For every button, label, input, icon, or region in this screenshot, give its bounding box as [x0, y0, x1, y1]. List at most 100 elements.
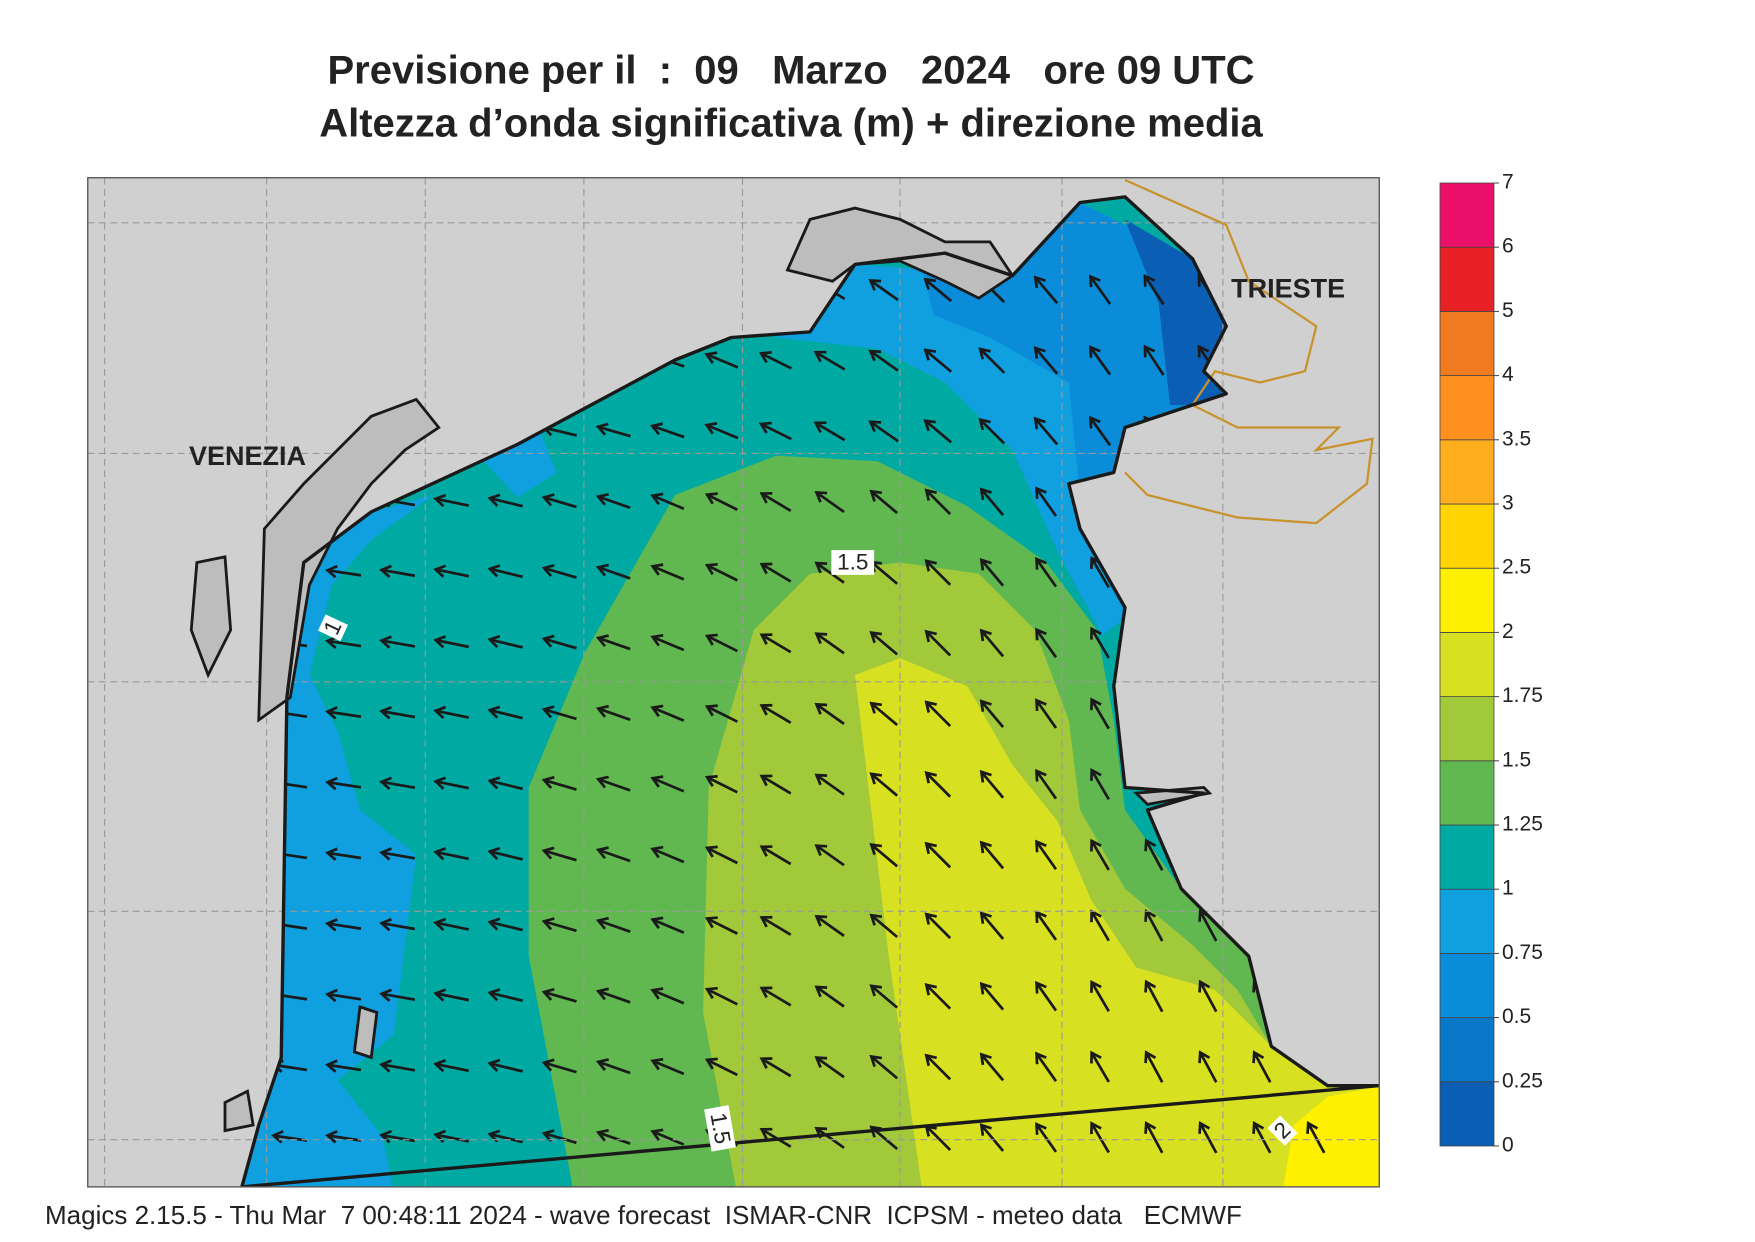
arrow — [924, 841, 952, 869]
place-label: VENEZIA — [189, 441, 306, 471]
arrow — [379, 847, 416, 861]
colorbar-segment — [1439, 760, 1495, 826]
arrow — [1306, 1120, 1326, 1154]
colorbar-label: 0.5 — [1502, 1005, 1531, 1028]
arrow — [1035, 627, 1058, 659]
arrow — [433, 917, 470, 932]
colorbar: 0 0.25 0.5 0.75 1 1.25 1.5 1.75 2 2.5 3 3.5 4 5 6 7 — [1439, 171, 1543, 1157]
arrow — [650, 492, 685, 510]
arrow — [869, 630, 899, 656]
arrow — [924, 771, 952, 798]
colorbar-segment — [1439, 824, 1495, 890]
arrow — [814, 914, 845, 937]
colorbar-segment — [1439, 503, 1495, 569]
arrow — [487, 988, 523, 1003]
arrow — [814, 561, 845, 584]
arrow — [1035, 768, 1058, 800]
arrow — [704, 633, 738, 653]
arrow — [595, 634, 631, 651]
colorbar-label: 1.25 — [1502, 813, 1543, 836]
arrow — [650, 916, 685, 934]
arrow — [1088, 274, 1112, 305]
border — [1124, 178, 1374, 525]
arrow — [868, 349, 899, 372]
arrow — [704, 421, 739, 440]
arrow — [433, 847, 470, 861]
arrow — [595, 704, 631, 721]
arrow — [487, 776, 523, 791]
arrow — [1035, 556, 1058, 588]
arrow — [650, 845, 685, 864]
arrow — [379, 776, 416, 790]
arrow — [814, 985, 845, 1008]
colorbar-label: 5 — [1502, 299, 1514, 322]
arrow — [1035, 980, 1058, 1012]
arrow — [541, 705, 577, 721]
arrow — [379, 917, 416, 932]
arrow — [813, 350, 846, 371]
arrow — [704, 492, 738, 511]
arrow — [649, 422, 685, 439]
colorbar-segment — [1439, 567, 1495, 633]
colorbar-label: 2 — [1502, 620, 1514, 643]
arrow — [1035, 1122, 1058, 1153]
arrow — [923, 419, 953, 444]
arrow — [759, 1057, 792, 1078]
arrow — [1144, 979, 1164, 1013]
arrow — [923, 277, 953, 303]
map: VENEZIA TRIESTE 1 1.5 1.5 2 — [87, 177, 1380, 1188]
arrow — [433, 493, 470, 508]
arrow — [1088, 345, 1112, 376]
arrow — [759, 491, 792, 512]
arrow — [979, 1052, 1005, 1082]
arrow — [814, 632, 845, 655]
colorbar-segment — [1439, 696, 1495, 762]
arrow — [924, 629, 952, 657]
coastline — [240, 195, 1380, 1187]
arrow — [1088, 415, 1112, 447]
arrow — [487, 1058, 523, 1073]
arrow — [759, 915, 792, 936]
arrow — [924, 559, 952, 586]
arrow — [978, 347, 1006, 374]
arrow — [541, 775, 577, 791]
arrow — [704, 986, 738, 1006]
arrow — [704, 845, 738, 865]
arrow — [595, 563, 631, 580]
arrow — [869, 913, 899, 939]
arrow — [595, 775, 631, 792]
graticule — [87, 177, 1380, 1187]
colorbar-label: 1 — [1502, 877, 1514, 900]
arrow — [650, 704, 685, 722]
arrow — [650, 633, 685, 652]
colorbar-label: 7 — [1502, 171, 1514, 194]
arrow — [1090, 1121, 1110, 1154]
arrow — [541, 493, 577, 509]
arrow — [1143, 344, 1165, 376]
arrow — [1090, 1050, 1110, 1083]
arrow — [379, 706, 416, 720]
colorbar-label: 0.25 — [1502, 1069, 1543, 1092]
arrow — [868, 279, 899, 302]
arrow — [979, 1123, 1005, 1152]
arrow — [487, 917, 523, 932]
arrow — [433, 635, 470, 649]
arrow — [759, 774, 792, 795]
arrow — [979, 699, 1005, 728]
subtitle: Altezza d’onda significativa (m) + direz… — [319, 102, 1263, 146]
colorbar-segment — [1439, 182, 1495, 248]
arrow — [704, 351, 739, 369]
arrow — [869, 842, 899, 868]
arrow — [595, 987, 631, 1004]
arrow — [979, 628, 1005, 658]
arrow — [979, 981, 1005, 1011]
colorbar-segment — [1439, 1081, 1495, 1147]
arrow — [595, 422, 631, 438]
arrow — [541, 987, 577, 1003]
arrow — [433, 564, 470, 578]
arrow — [541, 1058, 577, 1074]
arrow — [814, 702, 845, 726]
colorbar-segment — [1439, 1017, 1495, 1083]
arrow — [487, 564, 523, 579]
